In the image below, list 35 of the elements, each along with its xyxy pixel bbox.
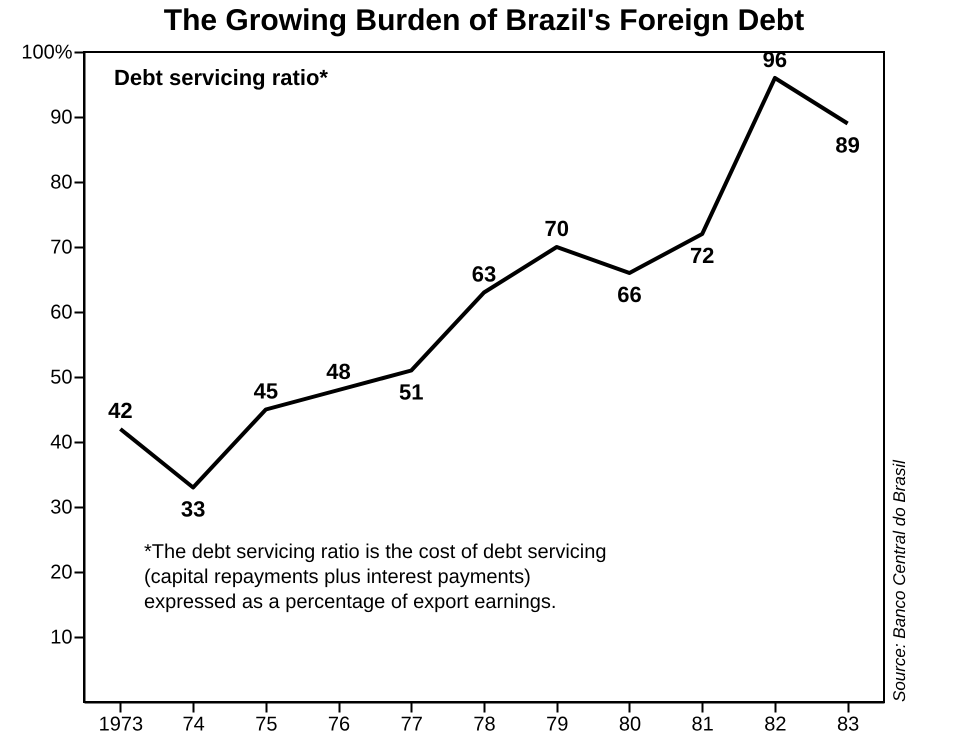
text: Debt servicing ratio*: [114, 65, 328, 90]
annotation: *The debt servicing ratio is the cost of debt servicing (capital repayments plus interest payments) expressed as a percentage of export earnings.: [144, 541, 606, 613]
x-tick-label: 77: [400, 714, 423, 736]
x-tick-label: 74: [182, 714, 205, 736]
y-tick-label: 100%: [21, 42, 73, 64]
x-tick-label: 82: [764, 714, 787, 736]
y-tick-label: 70: [50, 236, 72, 258]
x-tick-label: 81: [692, 714, 714, 736]
data-label: 51: [399, 380, 424, 404]
data-label: 63: [472, 262, 496, 286]
data-label: 70: [544, 216, 569, 241]
source-note: Source: Banco Central do Brasil: [890, 458, 909, 702]
x-tick-label: 75: [255, 714, 278, 736]
data-label: 45: [254, 378, 278, 404]
x-tick-label: 76: [328, 714, 350, 736]
x-tick-label: 78: [473, 714, 496, 736]
x-tick-label: 1973: [98, 714, 144, 736]
y-tick-label: 50: [50, 366, 72, 388]
data-label: 48: [326, 359, 351, 384]
x-tick-label: 83: [837, 714, 860, 736]
y-tick-label: 80: [50, 172, 72, 194]
y-tick-label: 40: [50, 432, 72, 454]
y-tick-label: 30: [50, 496, 72, 518]
data-label: 89: [835, 132, 860, 158]
data-label: 66: [617, 282, 642, 307]
x-tick-label: 79: [546, 714, 568, 736]
y-tick-label: 90: [50, 106, 72, 128]
x-tick-label: 80: [618, 714, 642, 736]
y-tick-label: 60: [50, 302, 72, 324]
data-label: 42: [108, 398, 133, 423]
data-label: 72: [690, 243, 714, 268]
data-label: 33: [180, 496, 206, 522]
y-tick-label: 20: [50, 562, 72, 584]
y-tick-label: 10: [50, 626, 72, 648]
chart-title: The Growing Burden of Brazil's Foreign Debt: [164, 4, 804, 37]
